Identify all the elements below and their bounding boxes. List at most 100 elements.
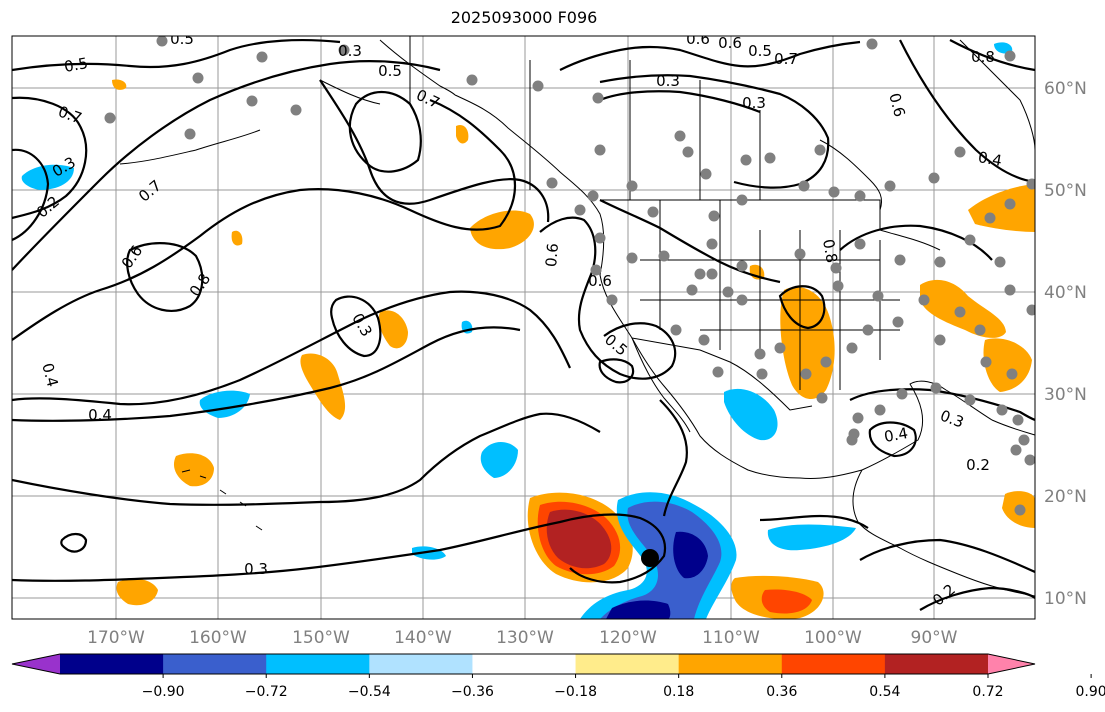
station-marker (764, 152, 776, 164)
station-marker (1026, 304, 1035, 316)
anomaly-positive-region (173, 453, 214, 487)
station-marker (532, 80, 544, 92)
contour-line (839, 224, 993, 261)
station-marker (708, 210, 720, 222)
contour-line (12, 290, 572, 406)
contour-label: 0.5 (378, 62, 402, 80)
contour-line (899, 39, 1035, 184)
station-marker (736, 260, 748, 272)
contour-line (598, 358, 635, 384)
longitude-label: 110°W (702, 628, 760, 648)
contour-label: 0.2 (966, 456, 990, 474)
contour-line (12, 98, 517, 341)
border-us-mexico (631, 337, 813, 411)
station-marker (1018, 434, 1030, 446)
colorbar-labels: −0.90 −0.72 −0.54 −0.36 −0.18 0.18 0.36 0.54 0.7… (142, 674, 1105, 700)
station-marker (1026, 178, 1035, 190)
station-marker (1014, 504, 1026, 516)
station-marker (674, 130, 686, 142)
contour-line (12, 513, 667, 584)
contour-line (539, 216, 677, 380)
station-marker (964, 234, 976, 246)
contour-line (12, 148, 50, 242)
station-marker (854, 238, 866, 250)
station-marker (1010, 444, 1022, 456)
station-marker (754, 348, 766, 360)
colorbar-segment (781, 654, 886, 674)
contour-label: 0.3 (742, 94, 766, 112)
contour-line (559, 40, 861, 71)
contour-line (348, 91, 422, 173)
station-marker (700, 168, 712, 180)
station-marker (1024, 454, 1035, 466)
colorbar-tick-label: −0.36 (451, 684, 494, 700)
station-marker (740, 154, 752, 166)
contour-line (949, 39, 1035, 72)
contour-line (319, 79, 550, 223)
contour-line (12, 96, 88, 220)
contour-line (330, 295, 382, 358)
station-marker (1004, 284, 1016, 296)
colorbar-tick-label: 0.72 (972, 684, 1003, 700)
coastline-baja (631, 337, 691, 433)
station-marker (774, 342, 786, 354)
station-marker (706, 268, 718, 280)
station-markers (104, 36, 1035, 516)
station-marker (984, 212, 996, 224)
station-marker (934, 334, 946, 346)
longitude-label: 170°W (87, 628, 145, 648)
station-marker (290, 104, 302, 116)
station-marker (686, 284, 698, 296)
station-marker (756, 368, 768, 380)
anomaly-negative-region (767, 524, 856, 551)
station-marker (800, 368, 812, 380)
contour-label: 0.4 (38, 361, 62, 389)
colorbar-arrow-left (12, 654, 60, 674)
anomaly-positive-region (300, 353, 346, 420)
station-marker (1006, 368, 1018, 380)
station-marker (872, 290, 884, 302)
station-marker (934, 256, 946, 268)
station-marker (846, 342, 858, 354)
latitude-label: 50°N (1044, 181, 1087, 201)
colorbar-segment (678, 654, 783, 674)
station-marker (546, 177, 558, 189)
station-marker (996, 404, 1008, 416)
latitude-label: 10°N (1044, 589, 1087, 609)
station-marker (574, 204, 586, 216)
station-marker (828, 186, 840, 198)
contour-label: 0.4 (88, 406, 112, 424)
station-marker (794, 248, 806, 260)
contour-line (12, 412, 601, 506)
station-marker (964, 394, 976, 406)
longitude-label: 100°W (804, 628, 862, 648)
colorbar-tick-label: −0.90 (142, 684, 185, 700)
colorbar-outline (11, 653, 1036, 675)
contour-label: 0.5 (170, 30, 194, 48)
storm-center-marker (641, 549, 659, 567)
colorbar-segment (472, 654, 577, 674)
longitude-label: 160°W (189, 628, 247, 648)
anomaly-positive-region (378, 310, 408, 349)
station-marker (626, 180, 638, 192)
anomaly-positive-region (546, 509, 612, 569)
station-marker (854, 190, 866, 202)
contour-label: 0.4 (977, 148, 1004, 170)
contour-line (126, 242, 204, 312)
coastline-alaska (119, 39, 456, 165)
anomaly-positive-region (780, 287, 835, 400)
station-marker (892, 316, 904, 328)
colorbar-tick-label: −0.54 (348, 684, 391, 700)
contour-line (60, 532, 88, 553)
station-marker (592, 92, 604, 104)
anomaly-positive-region (968, 184, 1035, 232)
border-provinces (529, 60, 761, 200)
station-marker (682, 146, 694, 158)
contour-label: 0.8 (819, 238, 841, 265)
coastline-greenland (959, 39, 1035, 151)
station-marker (698, 334, 710, 346)
station-marker (928, 172, 940, 184)
contour-label: 0.3 (244, 560, 268, 578)
station-marker (658, 250, 670, 262)
